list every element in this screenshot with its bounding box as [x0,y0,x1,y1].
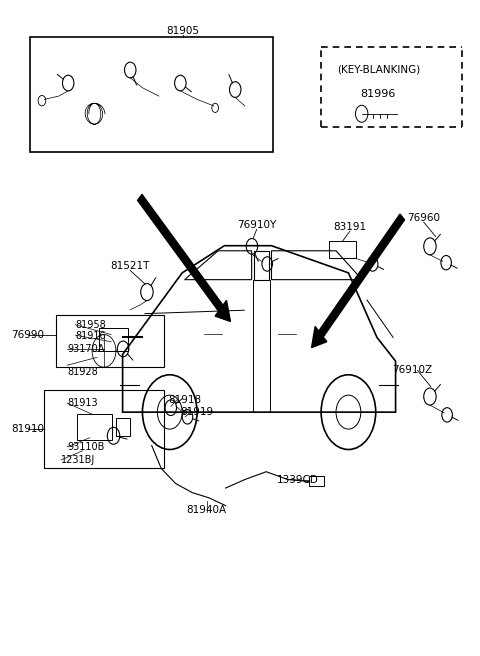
Polygon shape [138,194,230,321]
Text: 76990: 76990 [11,329,44,340]
Bar [76,414,112,440]
Text: 81996: 81996 [360,89,396,99]
Text: 76960: 76960 [407,213,440,223]
Text: 1339CD: 1339CD [276,474,318,485]
Text: 81905: 81905 [166,26,199,36]
Text: 81918: 81918 [168,395,202,405]
Bar [309,476,324,486]
Text: 81916: 81916 [75,331,106,341]
Bar [56,315,164,367]
Text: 81940A: 81940A [187,504,227,514]
Text: 81913: 81913 [67,398,98,408]
Text: 83191: 83191 [333,222,366,232]
Text: 1231BJ: 1231BJ [61,455,96,465]
Polygon shape [312,214,405,348]
Bar [44,390,164,468]
Text: 81919: 81919 [180,407,214,417]
Bar [116,418,130,436]
Text: 81910: 81910 [11,424,44,434]
Text: (KEY-BLANKING): (KEY-BLANKING) [337,65,420,75]
Text: 81958: 81958 [75,319,106,330]
Text: 76910Y: 76910Y [237,220,276,230]
Text: 76910Z: 76910Z [392,365,432,375]
Bar [99,328,128,350]
Text: 93110B: 93110B [67,442,105,452]
Bar [30,37,274,152]
Text: 81521T: 81521T [110,261,150,271]
Bar [329,241,356,258]
Text: 93170A: 93170A [67,344,105,354]
Text: 81928: 81928 [67,367,98,377]
